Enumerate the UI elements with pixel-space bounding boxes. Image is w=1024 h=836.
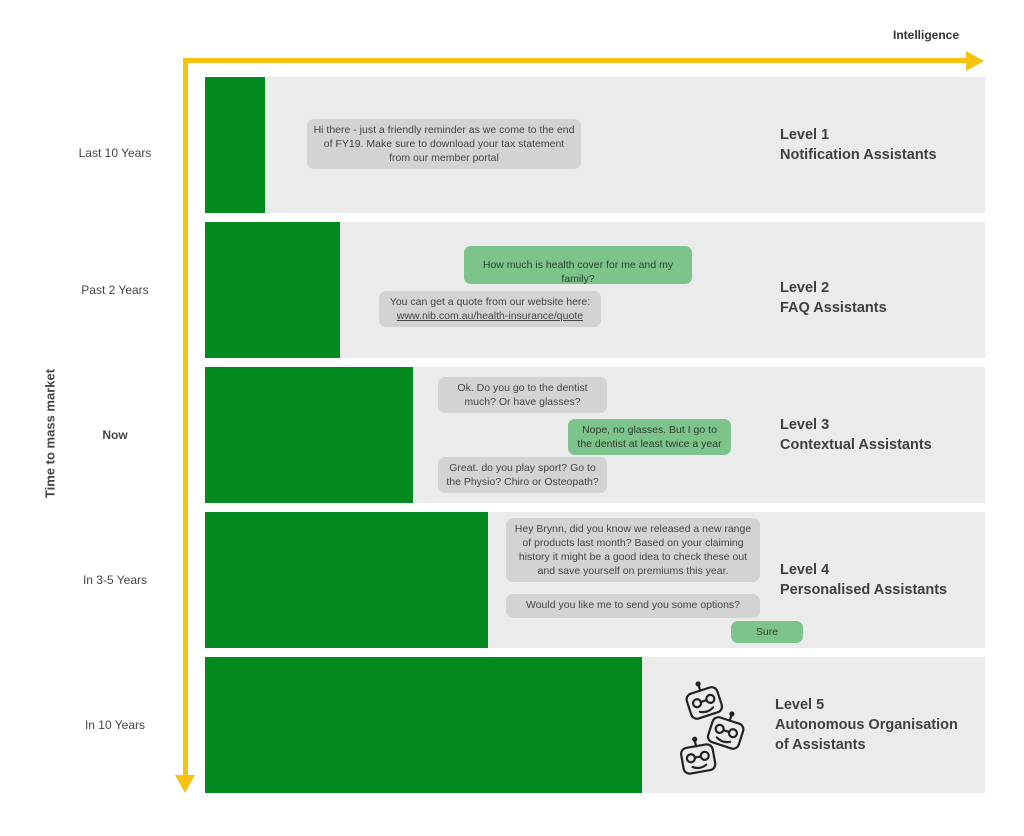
time-label-3: Now [102, 428, 128, 442]
level-number-3: Level 3 [780, 417, 830, 433]
x-axis-title: Intelligence [893, 28, 960, 42]
chat-bubble-user: Sure [731, 621, 803, 643]
chat-bubble-assistant: You can get a quote from our website her… [379, 291, 601, 327]
time-label-1: Last 10 Years [78, 146, 152, 160]
level-name-4: Personalised Assistants [780, 582, 948, 598]
level-bar-1 [205, 77, 265, 213]
level-name-5: Autonomous Organisation of Assistants [775, 717, 958, 753]
time-label-4: In 3-5 Years [82, 573, 148, 587]
level-name-1: Notification Assistants [780, 147, 937, 163]
level-number-5: Level 5 [775, 697, 825, 713]
level-name-3: Contextual Assistants [780, 437, 932, 453]
quote-link[interactable]: www.nib.com.au/health-insurance/quote [396, 310, 584, 322]
level-bar-2 [205, 222, 340, 358]
chat-bubble-assistant: Hey Brynn, did you know we released a ne… [506, 518, 760, 582]
x-axis-arrow-icon [966, 51, 984, 71]
message-text: You can get a quote from our website her… [389, 296, 591, 308]
y-axis-title: Time to mass market [42, 368, 58, 499]
chat-bubble-assistant: Hi there - just a friendly reminder as w… [307, 119, 581, 169]
level-bar-4 [205, 512, 488, 648]
robot-heads-icon [680, 681, 745, 775]
chat-bubble-assistant: Ok. Do you go to the dentist much? Or ha… [438, 377, 607, 413]
chat-bubble-assistant: Great. do you play sport? Go to the Phys… [438, 457, 607, 493]
chat-bubble-user: How much is health cover for me and my f… [464, 246, 692, 285]
level-number-2: Level 2 [780, 280, 830, 296]
chat-bubble-assistant: Would you like me to send you some optio… [506, 594, 760, 618]
x-axis-line [183, 58, 973, 63]
level-bar-3 [205, 367, 413, 503]
level-bar-5 [205, 657, 642, 793]
time-label-2: Past 2 Years [81, 283, 149, 297]
y-axis-line [183, 58, 188, 780]
chat-bubble-user: Nope, no glasses. But I go to the dentis… [568, 419, 731, 455]
level-name-2: FAQ Assistants [780, 300, 887, 316]
time-label-5: In 10 Years [84, 718, 146, 732]
y-axis-arrow-icon [175, 775, 195, 793]
level-number-4: Level 4 [780, 562, 830, 578]
level-number-1: Level 1 [780, 127, 830, 143]
